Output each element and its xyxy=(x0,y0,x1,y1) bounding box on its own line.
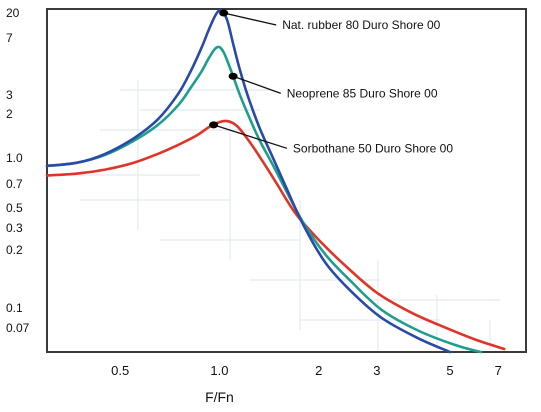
y-tick-label: 0.3 xyxy=(6,221,23,235)
y-tick-labels: 20 7 3 2 1.0 0.7 0.5 0.3 0.2 0.1 0.07 xyxy=(6,6,30,335)
annotation-leader-line xyxy=(223,12,277,26)
annotation-leader-line xyxy=(213,124,288,149)
y-tick-label: 2 xyxy=(6,107,13,121)
annotation-label: Nat. rubber 80 Duro Shore 00 xyxy=(282,18,440,32)
y-tick-label: 0.7 xyxy=(6,177,23,191)
annotation-marker-dot xyxy=(209,121,219,129)
series-line-nat-rubber-80-duro-shore-00 xyxy=(45,8,452,354)
y-tick-label: 0.5 xyxy=(6,201,23,215)
annotation-marker-dot xyxy=(228,72,238,80)
series-line-neoprene-85-duro-shore-00 xyxy=(45,45,483,354)
y-tick-label: 7 xyxy=(6,31,13,45)
x-axis-label: F/Fn xyxy=(205,389,234,405)
x-tick-label: 0.5 xyxy=(111,363,129,378)
series-lines xyxy=(45,8,506,354)
y-tick-label: 20 xyxy=(6,6,20,20)
x-tick-label: 7 xyxy=(495,363,502,378)
annotation-marker-dot xyxy=(219,9,229,17)
annotation-label: Sorbothane 50 Duro Shore 00 xyxy=(293,141,453,155)
y-tick-label: 0.1 xyxy=(6,301,23,315)
y-tick-label: 0.07 xyxy=(6,321,30,335)
x-tick-label: 1.0 xyxy=(210,363,228,378)
annotation-leader-line xyxy=(232,75,282,94)
y-tick-label: 1.0 xyxy=(6,151,23,165)
y-tick-label: 0.2 xyxy=(6,243,23,257)
plot-frame xyxy=(46,8,527,353)
x-tick-label: 2 xyxy=(315,363,322,378)
series-line-sorbothane-50-duro-shore-00 xyxy=(45,119,506,351)
annotations: Nat. rubber 80 Duro Shore 00 Neoprene 85 … xyxy=(209,9,453,155)
x-tick-label: 3 xyxy=(373,363,380,378)
x-tick-labels: 0.51.0235710 xyxy=(111,363,502,378)
annotation-label: Neoprene 85 Duro Shore 00 xyxy=(287,86,438,100)
x-tick-label: 5 xyxy=(446,363,453,378)
y-tick-label: 3 xyxy=(6,88,13,102)
background-marks xyxy=(60,80,500,350)
